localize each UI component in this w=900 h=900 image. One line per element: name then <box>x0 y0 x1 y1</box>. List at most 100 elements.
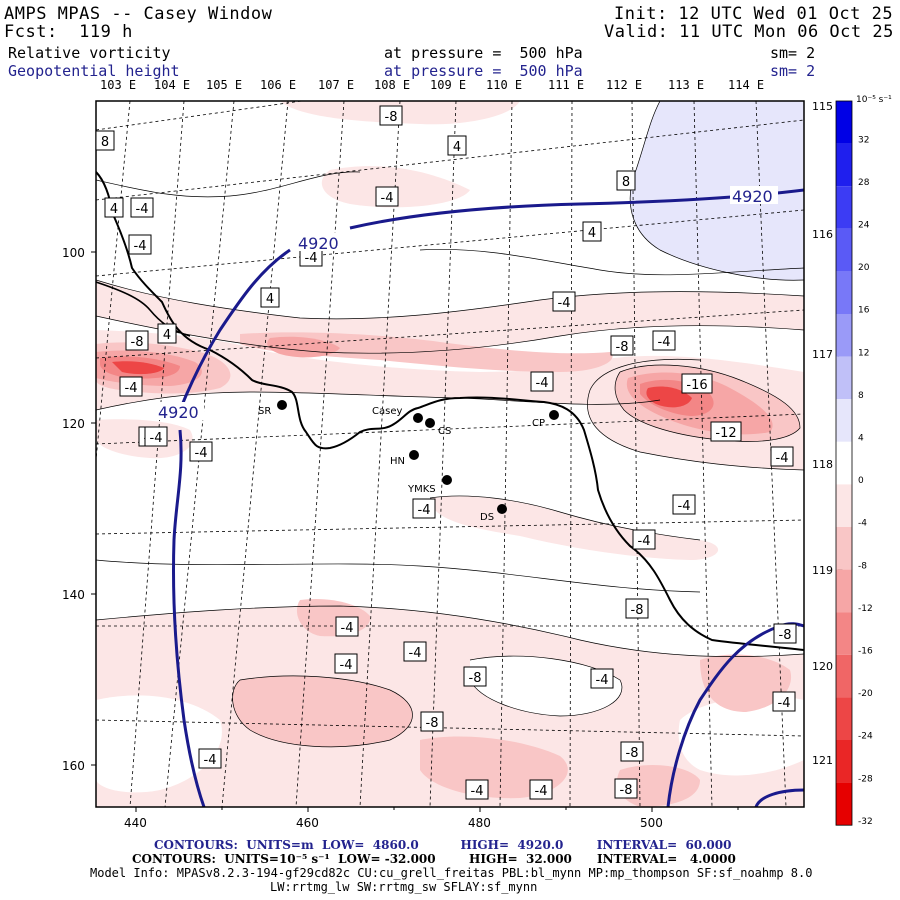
grid-meridian <box>429 101 457 807</box>
colorbar-label: -4 <box>858 519 867 529</box>
vorticity-peak-east-inner <box>646 386 692 408</box>
vorticity-label: -4 <box>403 641 427 662</box>
vorticity-label-box <box>772 691 796 712</box>
vorticity-label: -4 <box>189 441 213 462</box>
colorbar-swatch <box>836 527 852 570</box>
station-marker <box>409 450 419 460</box>
height-label-bg <box>296 233 344 251</box>
vorticity-label-text: -4 <box>136 202 149 217</box>
vorticity-label-box <box>157 323 177 344</box>
lon-label: 104 E <box>154 78 191 92</box>
colorbar-label: 8 <box>858 391 864 401</box>
vorticity-label-text: 8 <box>101 135 109 150</box>
vorticity-label-box <box>95 130 115 151</box>
vorticity-label-box <box>260 287 280 308</box>
vorticity-label-text: -4 <box>150 431 163 446</box>
vorticity-contours <box>96 101 804 748</box>
vorticity-label: -4 <box>590 668 614 689</box>
colorbar-swatch <box>836 569 852 613</box>
vorticity-label: -4 <box>632 529 656 550</box>
colorbar-label: 32 <box>858 135 869 145</box>
height-contour-4920 <box>754 788 804 807</box>
vorticity-label-box <box>189 441 213 462</box>
height-labels: 4920 4920 4920 <box>156 186 778 422</box>
footer-physics-info: LW:rrtmg_lw SW:rrtmg_sw SFLAY:sf_mynn <box>270 880 538 894</box>
vorticity-label-box <box>412 498 436 519</box>
vorticity-label-text: -4 <box>535 784 548 799</box>
vorticity-contour <box>419 248 804 276</box>
vorticity-label-box <box>681 373 713 394</box>
vorticity-label: 8 <box>616 170 636 191</box>
vorticity-label-box <box>144 426 168 447</box>
lon-label: 105 E <box>206 78 243 92</box>
colorbar-label: 12 <box>858 348 869 358</box>
valid-time: Valid: 11 UTC Mon 06 Oct 25 <box>604 22 894 42</box>
vorticity-label-text: -4 <box>471 784 484 799</box>
lon-label: 107 E <box>318 78 355 92</box>
lon-label: 113 E <box>668 78 705 92</box>
grid-parallel <box>96 119 804 201</box>
vorticity-peak-west-inner <box>112 361 164 375</box>
lon-label: 111 E <box>548 78 585 92</box>
colorbar-swatch <box>836 271 852 314</box>
vorticity-label-text: -4 <box>381 191 394 206</box>
vorticity-label-text: -8 <box>385 110 398 125</box>
footer-model-info: Model Info: MPASv8.2.3-194-gf29cd82c CU:… <box>90 866 813 880</box>
vorticity-label-box <box>773 623 797 644</box>
positive-vorticity-area <box>630 101 804 281</box>
station-label: HN <box>390 456 405 467</box>
grid-meridian <box>569 101 573 807</box>
colorbar-units: 10⁻⁵ s⁻¹ <box>856 95 892 105</box>
vorticity-contour <box>96 171 361 198</box>
y-tick-label: 100 <box>62 246 85 260</box>
vorticity-label: -4 <box>335 616 359 637</box>
height-label: 4920 <box>298 234 339 253</box>
vorticity-label: 4 <box>260 287 280 308</box>
field1-name: Relative vorticity <box>8 44 171 62</box>
grid-parallel <box>96 309 804 359</box>
vorticity-label-text: -4 <box>195 446 208 461</box>
vorticity-label: 4 <box>582 221 602 242</box>
height-contour-4920 <box>178 248 291 411</box>
colorbar-swatch <box>836 654 852 698</box>
vorticity-label-box <box>420 711 444 732</box>
vorticity-label-text: -12 <box>715 426 736 441</box>
vorticity-label: -4 <box>128 234 152 255</box>
lon-label: 109 E <box>430 78 467 92</box>
vorticity-label-text: -4 <box>204 753 217 768</box>
vorticity-label: -4 <box>529 779 553 800</box>
vorticity-label: -4 <box>770 446 794 467</box>
vorticity-label: -8 <box>620 741 644 762</box>
colorbar-label: 24 <box>858 221 870 231</box>
vorticity-label-box <box>335 616 359 637</box>
field2-level: at pressure = 500 hPa <box>384 62 583 80</box>
vorticity-label-box <box>529 779 553 800</box>
colorbar-label: 16 <box>858 306 870 316</box>
vorticity-label-text: -4 <box>409 646 422 661</box>
grid-parallel <box>96 209 804 277</box>
x-tick-label: 480 <box>468 816 491 830</box>
station-label: SR <box>258 406 271 417</box>
colorbar-label: -20 <box>858 689 873 699</box>
height-label: 4920 <box>732 187 773 206</box>
station-label: CP <box>532 418 545 429</box>
vorticity-label-box <box>530 371 554 392</box>
grid-parallel <box>96 413 804 445</box>
station-marker <box>442 475 452 485</box>
colorbar-label: -24 <box>858 732 873 742</box>
footer-height-contours: CONTOURS: UNITS=m LOW= 4860.0 HIGH= 4920… <box>154 838 731 852</box>
station-marker <box>497 504 507 514</box>
vorticity-label-text: -8 <box>616 340 629 355</box>
vorticity-label: -8 <box>379 105 403 126</box>
vorticity-label: -4 <box>119 376 143 397</box>
vorticity-label: -8 <box>610 335 634 356</box>
colorbar-frame <box>835 100 853 826</box>
vorticity-label-box <box>119 376 143 397</box>
colorbar-swatch <box>836 356 852 400</box>
vorticity-label: -4 <box>672 494 696 515</box>
field2-name: Geopotential height <box>8 62 180 80</box>
vorticity-label-box <box>616 170 636 191</box>
station-label: DS <box>480 512 494 523</box>
vorticity-label: -4 <box>652 330 676 351</box>
